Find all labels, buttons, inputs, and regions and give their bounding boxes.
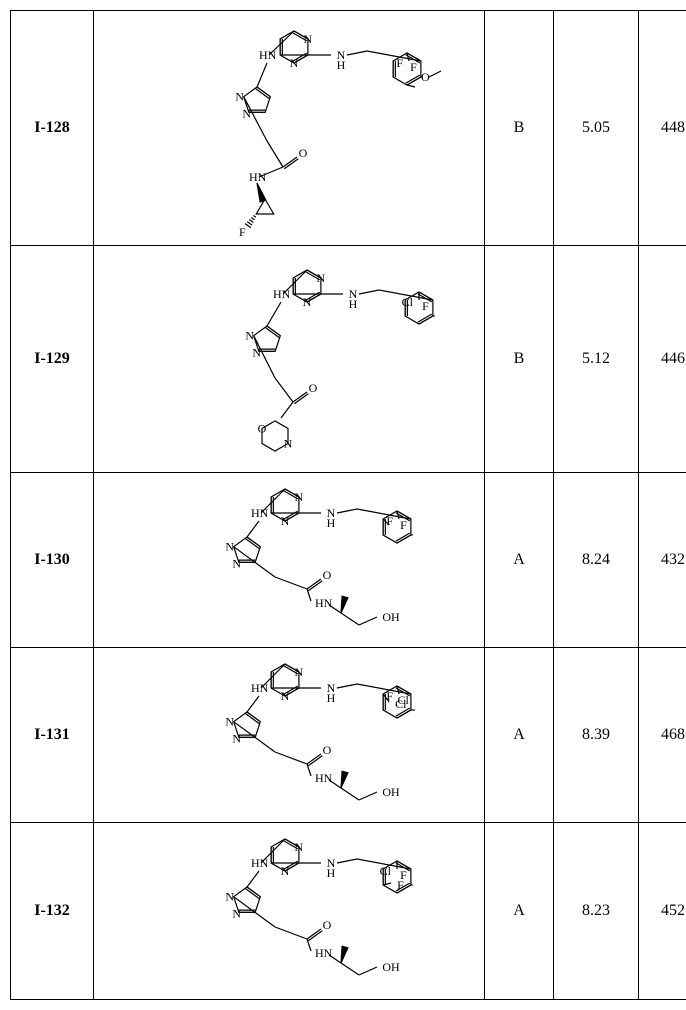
svg-text:F: F: [396, 56, 403, 70]
svg-text:H: H: [327, 691, 336, 705]
svg-text:OH: OH: [382, 785, 400, 799]
svg-text:HN: HN: [315, 946, 333, 960]
svg-text:HN: HN: [315, 771, 333, 785]
structure-cell: NNHNNNONONHFCl: [94, 246, 485, 473]
svg-text:F: F: [386, 689, 393, 703]
svg-text:O: O: [323, 568, 332, 582]
svg-text:N: N: [245, 329, 254, 343]
svg-text:N: N: [232, 731, 241, 745]
svg-text:N: N: [295, 490, 304, 504]
compound-table: I-128NNHNNNOHNFNHFOFB5.05448I-129NNHNNNO…: [10, 10, 686, 1000]
svg-text:HN: HN: [251, 856, 269, 870]
svg-text:O: O: [258, 422, 267, 436]
compound-id: I-131: [11, 648, 94, 823]
compound-id: I-132: [11, 823, 94, 1000]
table-row: I-130NNHNNNOHNOHNHFFA8.24432: [11, 473, 686, 648]
svg-text:OH: OH: [382, 960, 400, 974]
mass-cell: 448: [639, 11, 686, 246]
category-cell: A: [485, 473, 554, 648]
category-cell: B: [485, 11, 554, 246]
svg-text:H: H: [327, 516, 336, 530]
svg-text:N: N: [232, 556, 241, 570]
value-cell: 8.23: [554, 823, 639, 1000]
table-row: I-129NNHNNNONONHFClB5.12446: [11, 246, 686, 473]
svg-text:O: O: [323, 743, 332, 757]
svg-text:N: N: [303, 295, 312, 309]
svg-text:F: F: [400, 518, 407, 532]
svg-text:F: F: [386, 514, 393, 528]
skeletal-formula: NNHNNNOHNOHNHFClF: [109, 827, 469, 995]
svg-text:OH: OH: [382, 610, 400, 624]
svg-text:N: N: [225, 540, 234, 554]
mass-cell: 452: [639, 823, 686, 1000]
category-cell: A: [485, 648, 554, 823]
table-body: I-128NNHNNNOHNFNHFOFB5.05448I-129NNHNNNO…: [11, 11, 686, 1000]
category-cell: A: [485, 823, 554, 1000]
svg-text:HN: HN: [251, 506, 269, 520]
skeletal-formula: NNHNNNOHNFNHFOF: [109, 15, 469, 241]
svg-text:HN: HN: [315, 596, 333, 610]
svg-text:O: O: [421, 70, 430, 84]
skeletal-formula: NNHNNNOHNOHNHFF: [109, 477, 469, 643]
skeletal-formula: NNHNNNOHNOHNHClFCl: [109, 652, 469, 818]
value-cell: 8.24: [554, 473, 639, 648]
compound-id: I-129: [11, 246, 94, 473]
svg-text:N: N: [295, 840, 304, 854]
svg-text:N: N: [232, 906, 241, 920]
table-row: I-132NNHNNNOHNOHNHFClFA8.23452: [11, 823, 686, 1000]
value-cell: 5.05: [554, 11, 639, 246]
structure-cell: NNHNNNOHNOHNHFClF: [94, 823, 485, 1000]
mass-cell: 468: [639, 648, 686, 823]
svg-text:H: H: [327, 866, 336, 880]
svg-text:N: N: [225, 715, 234, 729]
svg-text:H: H: [349, 297, 358, 311]
svg-text:N: N: [304, 32, 313, 46]
svg-text:Cl: Cl: [380, 864, 392, 878]
svg-text:N: N: [281, 864, 290, 878]
svg-text:HN: HN: [249, 170, 267, 184]
value-cell: 5.12: [554, 246, 639, 473]
compound-id: I-128: [11, 11, 94, 246]
structure-cell: NNHNNNOHNOHNHFF: [94, 473, 485, 648]
mass-cell: 432: [639, 473, 686, 648]
svg-text:O: O: [299, 146, 308, 160]
value-cell: 8.39: [554, 648, 639, 823]
svg-text:N: N: [317, 271, 326, 285]
skeletal-formula: NNHNNNONONHFCl: [109, 250, 469, 468]
svg-text:O: O: [309, 381, 318, 395]
svg-text:Cl: Cl: [402, 295, 414, 309]
structure-cell: NNHNNNOHNFNHFOF: [94, 11, 485, 246]
svg-text:H: H: [337, 58, 346, 72]
table-row: I-131NNHNNNOHNOHNHClFClA8.39468: [11, 648, 686, 823]
mass-cell: 446: [639, 246, 686, 473]
svg-text:HN: HN: [273, 287, 291, 301]
svg-text:F: F: [410, 60, 417, 74]
svg-text:N: N: [281, 689, 290, 703]
svg-text:O: O: [323, 918, 332, 932]
svg-text:N: N: [290, 56, 299, 70]
table-row: I-128NNHNNNOHNFNHFOFB5.05448: [11, 11, 686, 246]
svg-text:HN: HN: [259, 48, 277, 62]
category-cell: B: [485, 246, 554, 473]
svg-text:Cl: Cl: [395, 697, 407, 711]
svg-text:HN: HN: [251, 681, 269, 695]
svg-text:N: N: [281, 514, 290, 528]
svg-text:F: F: [239, 225, 246, 239]
svg-text:N: N: [295, 665, 304, 679]
svg-text:N: N: [235, 90, 244, 104]
svg-text:N: N: [225, 890, 234, 904]
compound-id: I-130: [11, 473, 94, 648]
structure-cell: NNHNNNOHNOHNHClFCl: [94, 648, 485, 823]
svg-text:F: F: [422, 299, 429, 313]
svg-text:F: F: [397, 878, 404, 892]
svg-text:N: N: [284, 437, 293, 451]
